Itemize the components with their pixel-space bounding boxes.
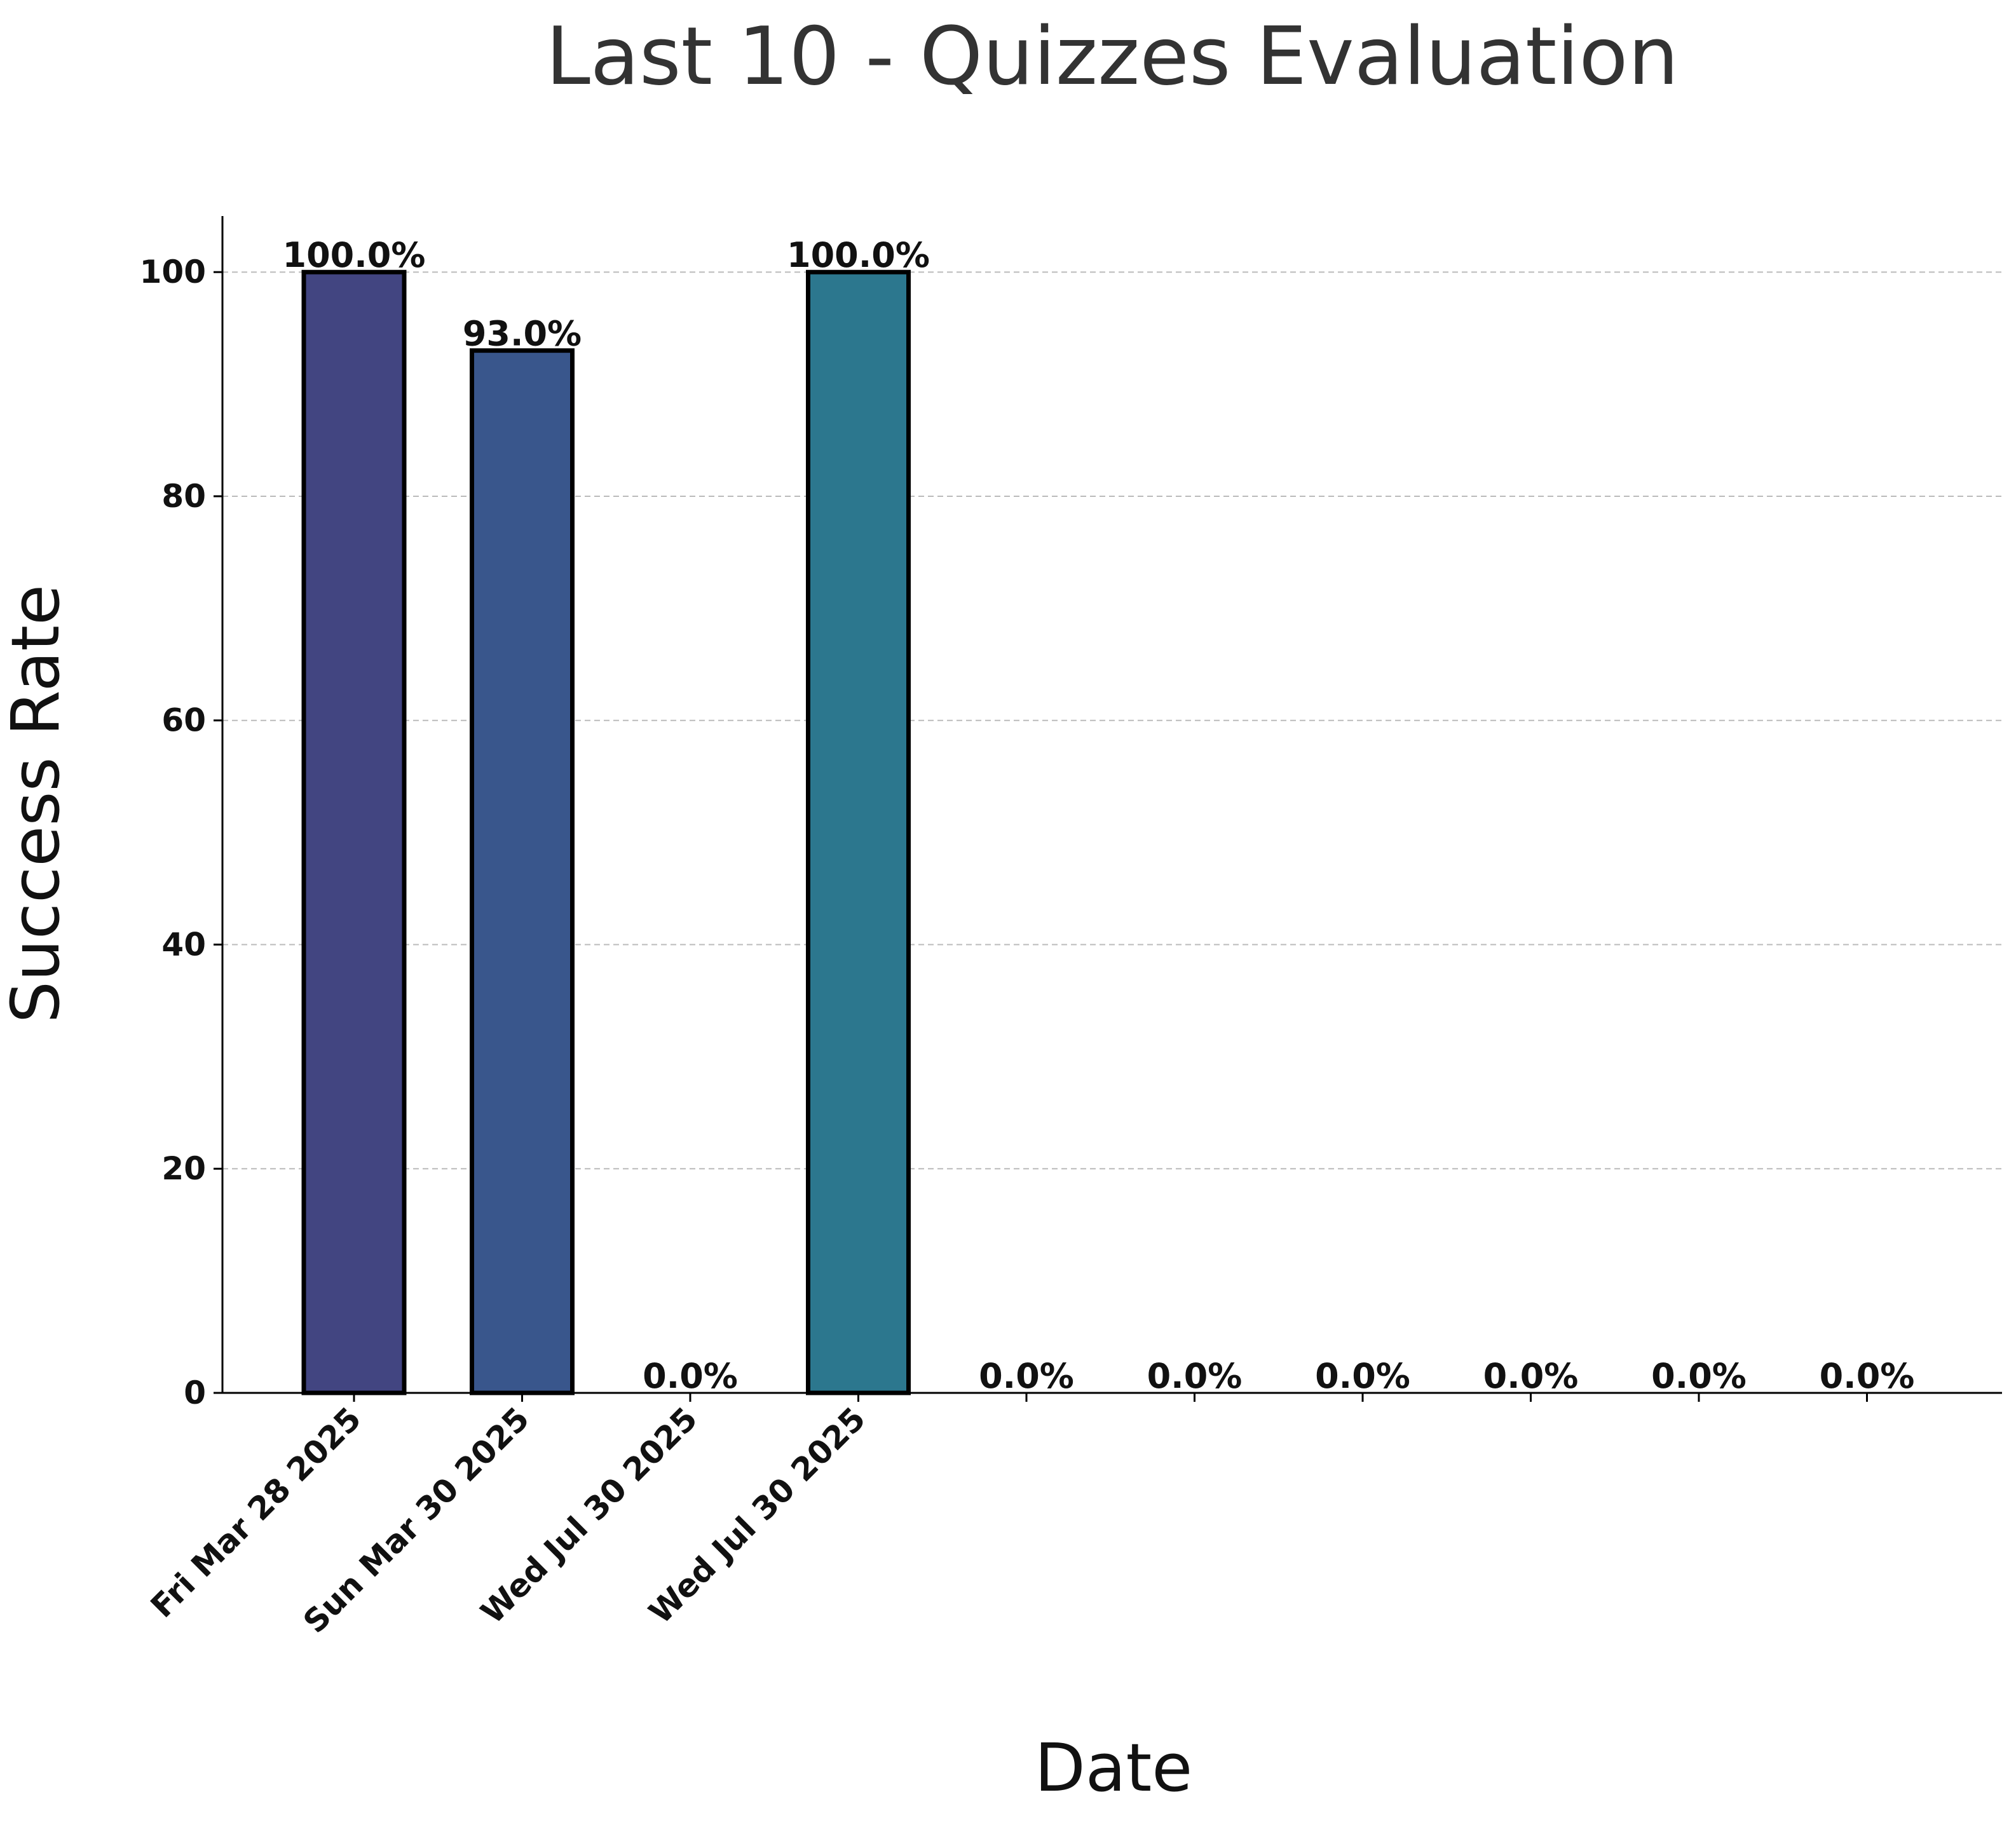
bar-value-label: 100.0% — [787, 235, 930, 275]
y-tick-label: 60 — [161, 702, 206, 739]
y-tick-label: 20 — [161, 1150, 206, 1187]
y-axis-label: Success Rate — [0, 585, 74, 1023]
y-tick-label: 80 — [161, 478, 206, 515]
bar — [470, 348, 575, 1395]
bar-value-label: 0.0% — [1820, 1356, 1915, 1396]
bar-value-label: 93.0% — [463, 314, 582, 354]
y-tick-label: 40 — [161, 926, 206, 963]
axes — [221, 216, 2002, 1394]
bar-value-label: 100.0% — [283, 235, 426, 275]
y-tick-label: 100 — [140, 254, 206, 290]
bar-value-label: 0.0% — [643, 1356, 738, 1396]
bar-value-label: 0.0% — [1147, 1356, 1243, 1396]
bars — [301, 269, 911, 1395]
bar-value-label: 0.0% — [1315, 1356, 1410, 1396]
bar — [806, 269, 911, 1395]
x-axis-label: Date — [1035, 1729, 1193, 1807]
bar-value-label: 0.0% — [1651, 1356, 1747, 1396]
y-tick-label: 0 — [184, 1374, 206, 1411]
bar-value-label: 0.0% — [1483, 1356, 1579, 1396]
bar-value-labels: 100.0% 93.0% 0.0% 100.0% 0.0% 0.0% 0.0% 0.0% 0.0… — [283, 235, 1915, 1396]
bar — [301, 269, 407, 1395]
bar-value-label: 0.0% — [979, 1356, 1074, 1396]
chart-title: Last 10 - Quizzes Evaluation — [546, 10, 1679, 103]
y-ticks: 0 20 40 60 80 100 — [140, 254, 222, 1411]
